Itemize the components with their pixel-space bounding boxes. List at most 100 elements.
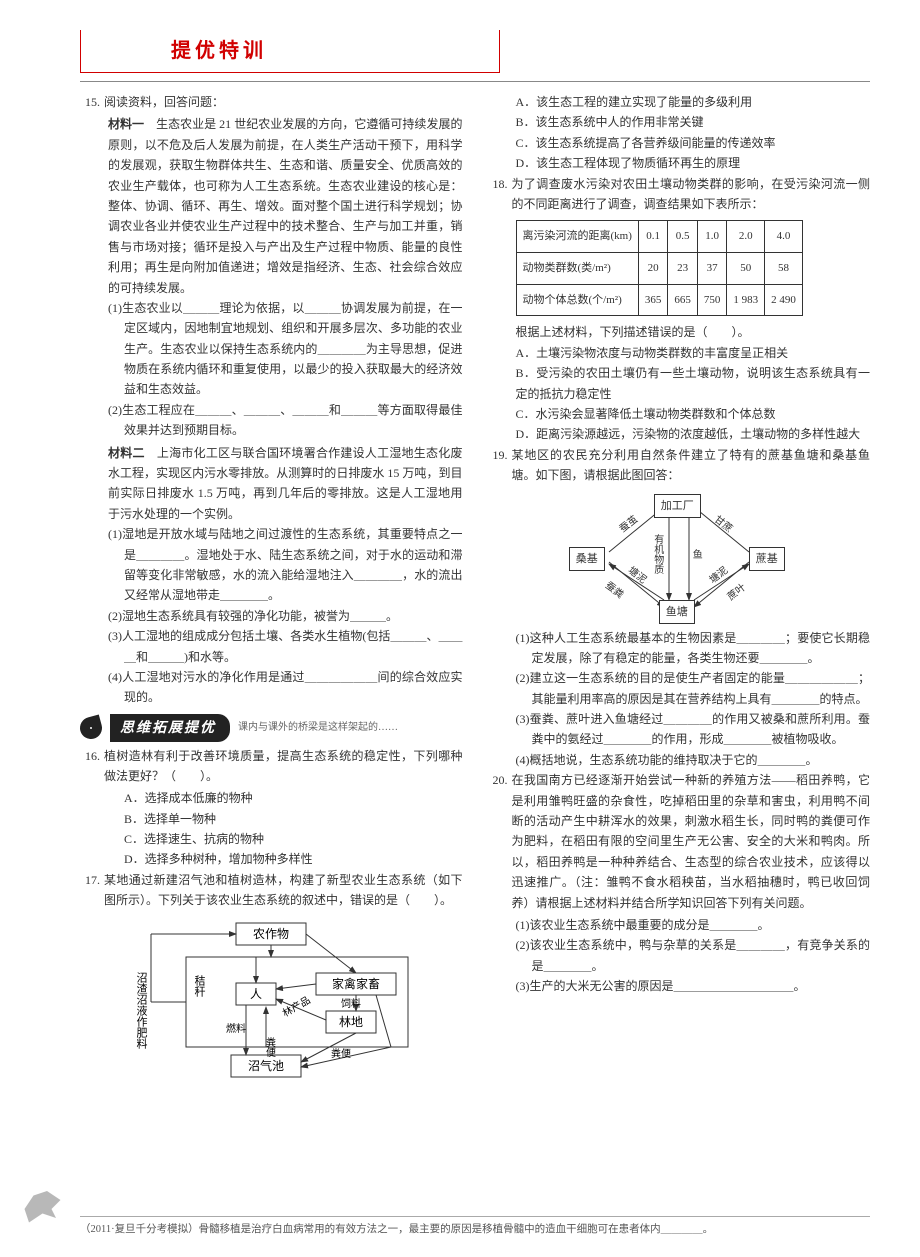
badge-subtitle: 课内与课外的桥梁是这样架起的…… xyxy=(238,719,398,736)
q20: 20. 在我国南方已经逐渐开始尝试一种新的养殖方法——稻田养鸭，它是利用雏鸭旺盛… xyxy=(488,770,871,913)
horizontal-rule xyxy=(80,81,870,82)
r2-0: 动物个体总数(个/m²) xyxy=(516,284,638,316)
q19: 19. 某地区的农民充分利用自然条件建立了特有的蔗基鱼塘和桑基鱼塘。如下图，请根… xyxy=(488,445,871,486)
q18-D: D．距离污染源越远，污染物的浓度越低，土壤动物的多样性越大 xyxy=(488,424,871,444)
q15-s1: (1)生态农业以＿＿＿理论为依据，以＿＿＿协调发展为前提，在一定区域内，因地制宜… xyxy=(80,298,463,400)
q15-s3: (1)湿地是开放水域与陆地之间过渡性的生态系统，其重要特点之一是＿＿＿＿。湿地处… xyxy=(80,524,463,606)
r2-4: 1 983 xyxy=(727,284,765,316)
svg-text:粪便: 粪便 xyxy=(331,1047,351,1060)
q20-stem: 在我国南方已经逐渐开始尝试一种新的养殖方法——稻田养鸭，它是利用雏鸭旺盛的杂食性… xyxy=(512,770,871,913)
q17-C: C．该生态系统提高了各营养级间能量的传递效率 xyxy=(488,133,871,153)
q15: 15. 阅读资料，回答问题： xyxy=(80,92,463,112)
q15-s5: (3)人工湿地的组成成分包括土壤、各类水生植物(包括＿＿＿、＿＿＿和＿＿＿)和水… xyxy=(80,626,463,667)
th-1: 0.1 xyxy=(638,221,668,253)
th-0: 离污染河流的距离(km) xyxy=(516,221,638,253)
th-5: 4.0 xyxy=(765,221,803,253)
q15-s4: (2)湿地生态系统具有较强的净化功能，被誉为＿＿＿。 xyxy=(80,606,463,626)
q16-A: A．选择成本低廉的物种 xyxy=(80,788,463,808)
q18: 18. 为了调查废水污染对农田土壤动物类群的影响，在受污染河流一侧的不同距离进行… xyxy=(488,174,871,215)
svg-text:燃料: 燃料 xyxy=(226,1022,246,1035)
q15-m1: 材料一 生态农业是 21 世纪农业发展的方向，它遵循可持续发展的原则，以不危及后… xyxy=(80,114,463,298)
svg-text:人: 人 xyxy=(250,987,262,1001)
q17-svg: 农作物 人 家禽家畜 林地 沼气池 xyxy=(131,917,411,1087)
r1-4: 50 xyxy=(727,253,765,285)
q15-m2: 材料二 上海市化工区与联合国环境署合作建设人工湿地生态化废水工程，实现区内污水零… xyxy=(80,443,463,525)
r1-0: 动物类群数(类/m²) xyxy=(516,253,638,285)
svg-text:秸秆: 秸秆 xyxy=(193,974,206,997)
table-row: 动物类群数(类/m²) 20 23 37 50 58 xyxy=(516,253,802,285)
q16-stem: 植树造林有利于改善环境质量，提高生态系统的稳定性，下列哪种做法更好？（ ）。 xyxy=(104,746,463,787)
svg-text:家禽家畜: 家禽家畜 xyxy=(332,976,380,991)
node-zhe: 蔗基 xyxy=(749,547,785,572)
q18-C: C．水污染会显著降低土壤动物类群数和个体总数 xyxy=(488,404,871,424)
left-column: 15. 阅读资料，回答问题： 材料一 生态农业是 21 世纪农业发展的方向，它遵… xyxy=(80,92,463,1093)
q15-m2-text: 上海市化工区与联合国环境署合作建设人工湿地生态化废水工程，实现区内污水零排放。从… xyxy=(108,446,463,521)
q17-stem: 某地通过新建沼气池和植树造林，构建了新型农业生态系统（如下图所示）。下列关于该农… xyxy=(104,870,463,911)
svg-text:粪便: 粪便 xyxy=(264,1035,276,1057)
q17-D: D．该生态工程体现了物质循环再生的原理 xyxy=(488,153,871,173)
page-title: 提优特训 xyxy=(171,40,267,62)
q17-figure: 农作物 人 家禽家畜 林地 沼气池 xyxy=(131,917,411,1087)
right-column: A．该生态工程的建立实现了能量的多级利用 B．该生态系统中人的作用非常关键 C．… xyxy=(488,92,871,1093)
node-sang: 桑基 xyxy=(569,547,605,572)
dolphin-icon xyxy=(20,1182,65,1227)
q15-m2-label: 材料二 xyxy=(108,446,145,460)
r2-2: 665 xyxy=(668,284,698,316)
q19-s2: (2)建立这一生态系统的目的是使生产者固定的能量＿＿＿＿＿＿；其能量利用率高的原… xyxy=(488,668,871,709)
svg-text:林地: 林地 xyxy=(339,1015,363,1029)
q19-s1: (1)这种人工生态系统最基本的生物因素是＿＿＿＿；要使它长期稳定发展，除了有稳定… xyxy=(488,628,871,669)
q18-after: 根据上述材料，下列描述错误的是（ ）。 xyxy=(488,322,871,342)
q17: 17. 某地通过新建沼气池和植树造林，构建了新型农业生态系统（如下图所示）。下列… xyxy=(80,870,463,911)
footer-text: （2011·复旦千分考模拟）骨髓移植是治疗白血病常用的有效方法之一，最主要的原因… xyxy=(80,1216,870,1239)
r2-5: 2 490 xyxy=(765,284,803,316)
q18-A: A．土壤污染物浓度与动物类群数的丰富度呈正相关 xyxy=(488,343,871,363)
q15-m1-text: 生态农业是 21 世纪农业发展的方向，它遵循可持续发展的原则，以不危及后人发展为… xyxy=(108,117,463,294)
th-2: 0.5 xyxy=(668,221,698,253)
q17-A: A．该生态工程的建立实现了能量的多级利用 xyxy=(488,92,871,112)
svg-text:沼气池: 沼气池 xyxy=(248,1058,284,1073)
r1-3: 37 xyxy=(697,253,727,285)
q20-s1: (1)该农业生态系统中最重要的成分是＿＿＿＿。 xyxy=(488,915,871,935)
table-row: 动物个体总数(个/m²) 365 665 750 1 983 2 490 xyxy=(516,284,802,316)
table-row: 离污染河流的距离(km) 0.1 0.5 1.0 2.0 4.0 xyxy=(516,221,802,253)
q18-stem: 为了调查废水污染对农田土壤动物类群的影响，在受污染河流一侧的不同距离进行了调查，… xyxy=(512,174,871,215)
q20-s3: (3)生产的大米无公害的原因是＿＿＿＿＿＿＿＿＿＿。 xyxy=(488,976,871,996)
th-3: 1.0 xyxy=(697,221,727,253)
r2-1: 365 xyxy=(638,284,668,316)
q15-stem: 阅读资料，回答问题： xyxy=(104,92,463,112)
q17-num: 17. xyxy=(80,870,104,911)
title-box: 提优特训 xyxy=(80,30,500,73)
svg-text:饲料: 饲料 xyxy=(341,997,361,1010)
r1-5: 58 xyxy=(765,253,803,285)
r2-3: 750 xyxy=(697,284,727,316)
two-column-layout: 15. 阅读资料，回答问题： 材料一 生态农业是 21 世纪农业发展的方向，它遵… xyxy=(80,92,870,1093)
q15-m1-label: 材料一 xyxy=(108,117,144,131)
q19-s3: (3)蚕粪、蔗叶进入鱼塘经过＿＿＿＿的作用又被桑和蔗所利用。蚕粪中的氨经过＿＿＿… xyxy=(488,709,871,750)
q15-s2: (2)生态工程应在＿＿＿、＿＿＿、＿＿＿和＿＿＿等方面取得最佳效果并达到预期目标… xyxy=(80,400,463,441)
q16-B: B．选择单一物种 xyxy=(80,809,463,829)
r1-2: 23 xyxy=(668,253,698,285)
q19-s4: (4)概括地说，生态系统功能的维持取决于它的＿＿＿＿。 xyxy=(488,750,871,770)
section-badge: 思维拓展提优 课内与课外的桥梁是这样架起的…… xyxy=(80,714,463,742)
q16-num: 16. xyxy=(80,746,104,787)
q18-B: B．受污染的农田土壤仍有一些土壤动物，说明该生态系统具有一定的抵抗力稳定性 xyxy=(488,363,871,404)
node-pond: 鱼塘 xyxy=(659,600,695,625)
q18-table: 离污染河流的距离(km) 0.1 0.5 1.0 2.0 4.0 动物类群数(类… xyxy=(516,220,803,316)
q20-s2: (2)该农业生态系统中，鸭与杂草的关系是＿＿＿＿，有竞争关系的是＿＿＿＿。 xyxy=(488,935,871,976)
q19-num: 19. xyxy=(488,445,512,486)
badge-title: 思维拓展提优 xyxy=(110,714,230,742)
q15-num: 15. xyxy=(80,92,104,112)
svg-text:农作物: 农作物 xyxy=(253,927,289,941)
svg-text:沼渣沼液作肥料: 沼渣沼液作肥料 xyxy=(135,970,148,1049)
svg-text:林产品: 林产品 xyxy=(280,993,312,1019)
r1-1: 20 xyxy=(638,253,668,285)
q17-B: B．该生态系统中人的作用非常关键 xyxy=(488,112,871,132)
node-fac: 加工厂 xyxy=(654,494,701,519)
lbl-yu: 鱼 xyxy=(693,547,703,564)
q15-s6: (4)人工湿地对污水的净化作用是通过＿＿＿＿＿＿间的综合效应实现的。 xyxy=(80,667,463,708)
q19-figure: 加工厂 桑基 蔗基 鱼塘 蚕茧 甘蔗 有机物质 鱼 蚕粪 塘泥 塘泥 蔗叶 xyxy=(549,492,809,622)
fan-icon xyxy=(78,714,105,741)
q20-num: 20. xyxy=(488,770,512,913)
q16: 16. 植树造林有利于改善环境质量，提高生态系统的稳定性，下列哪种做法更好？（ … xyxy=(80,746,463,787)
q18-num: 18. xyxy=(488,174,512,215)
